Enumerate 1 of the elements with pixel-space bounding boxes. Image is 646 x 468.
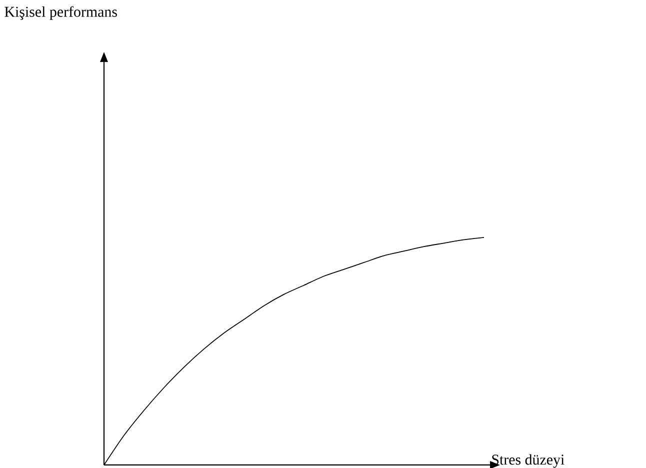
text: Kişisel performans [4,6,117,20]
